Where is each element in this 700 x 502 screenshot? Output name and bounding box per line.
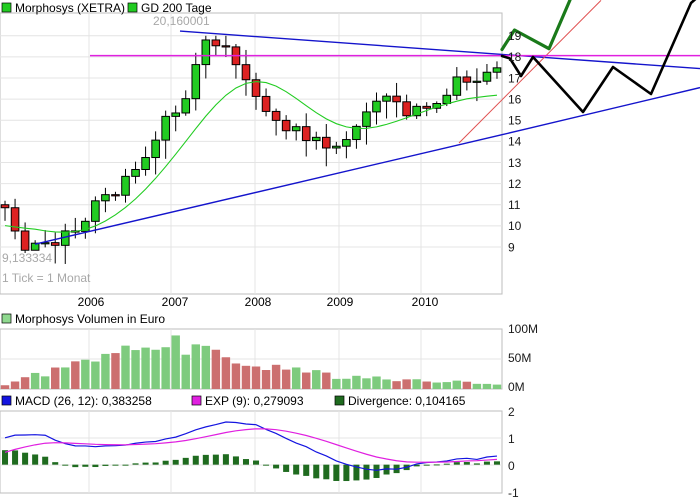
svg-text:2009: 2009: [327, 295, 354, 309]
svg-text:0M: 0M: [508, 380, 525, 394]
svg-text:9: 9: [508, 240, 515, 254]
svg-text:16: 16: [508, 92, 522, 106]
svg-text:2: 2: [508, 405, 515, 419]
svg-text:2006: 2006: [78, 295, 105, 309]
svg-text:-1: -1: [508, 486, 519, 500]
svg-text:MACD (26, 12): 0,383258: MACD (26, 12): 0,383258: [15, 394, 152, 408]
svg-text:2007: 2007: [162, 295, 189, 309]
svg-text:18: 18: [508, 50, 522, 64]
svg-text:100M: 100M: [508, 322, 538, 336]
svg-text:2008: 2008: [245, 295, 272, 309]
svg-text:20,160001: 20,160001: [153, 14, 210, 28]
svg-text:GD 200 Tage: GD 200 Tage: [141, 1, 212, 15]
svg-text:15: 15: [508, 114, 522, 128]
svg-text:13: 13: [508, 156, 522, 170]
svg-text:14: 14: [508, 135, 522, 149]
svg-text:11: 11: [508, 198, 521, 212]
svg-text:12: 12: [508, 177, 522, 191]
svg-text:EXP (9): 0,279093: EXP (9): 0,279093: [205, 394, 304, 408]
svg-text:2010: 2010: [412, 295, 439, 309]
svg-text:1: 1: [508, 432, 515, 446]
svg-text:1 Tick = 1 Monat: 1 Tick = 1 Monat: [2, 271, 91, 285]
svg-text:17: 17: [508, 71, 522, 85]
svg-text:50M: 50M: [508, 351, 531, 365]
svg-text:Morphosys (XETRA): Morphosys (XETRA): [15, 1, 125, 15]
svg-text:9,133334: 9,133334: [2, 251, 52, 265]
svg-text:Divergence: 0,104165: Divergence: 0,104165: [348, 394, 466, 408]
svg-text:10: 10: [508, 219, 522, 233]
svg-text:0: 0: [508, 459, 515, 473]
svg-text:19: 19: [508, 29, 522, 43]
svg-text:Morphosys Volumen in Euro: Morphosys Volumen in Euro: [15, 312, 165, 326]
